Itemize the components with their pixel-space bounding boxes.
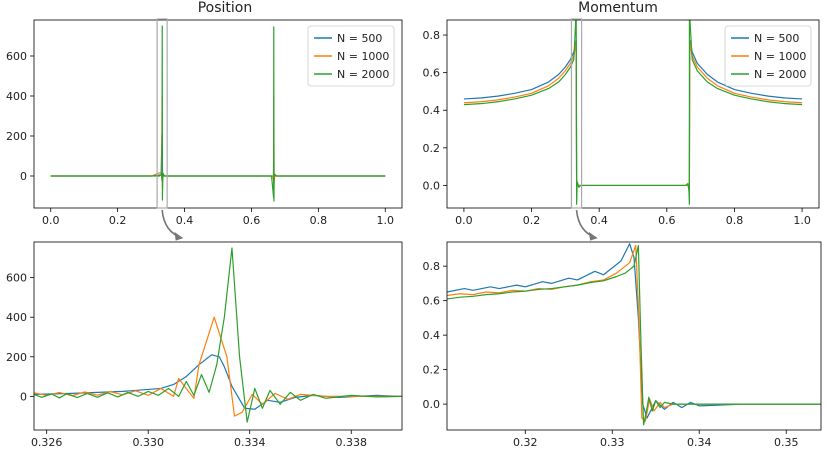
position-title: Position	[198, 0, 253, 16]
series-line-1000	[50, 95, 386, 189]
momentum-zoom-panel: 0.32 0.33 0.34 0.35 0.0 0.2 0.4 0.6 0.8	[423, 241, 822, 449]
y-tick-label: 0.8	[423, 260, 441, 273]
y-tick-label: 400	[6, 311, 27, 324]
x-tick-label: 0.35	[774, 436, 799, 449]
x-tick-label: 1.0	[377, 214, 395, 227]
series-line-500	[34, 354, 402, 410]
y-tick-label: 0.0	[423, 398, 441, 411]
x-tick-label: 0.8	[310, 214, 328, 227]
y-tick-label: 200	[6, 130, 27, 143]
legend-entry: N = 500	[337, 32, 382, 45]
x-tick-label: 0.326	[31, 436, 63, 449]
y-tick-label: 0.6	[423, 295, 441, 308]
x-tick-label: 0.334	[234, 436, 266, 449]
zoom-arrow-head	[588, 231, 598, 241]
x-tick-label: 0.338	[335, 436, 367, 449]
x-tick-label: 1.0	[793, 214, 811, 227]
axes-frame	[33, 19, 403, 209]
x-tick-label: 0.6	[243, 214, 261, 227]
series-line-2000	[34, 247, 402, 423]
legend: N = 500 N = 1000 N = 2000	[307, 25, 395, 87]
position-overview-panel: 0.0 0.2 0.4 0.6 0.8 1.0 0 200 400 600 N = 500 N = 1…	[6, 19, 403, 227]
x-tick-label: 0.0	[455, 214, 473, 227]
legend-entry: N = 2000	[337, 68, 389, 81]
x-tick-label: 0.2	[523, 214, 541, 227]
zoom-region-box	[156, 18, 168, 209]
axes-frame	[33, 241, 403, 431]
zoom-arrow-head	[174, 231, 184, 241]
y-tick-label: 0.4	[423, 329, 441, 342]
x-tick-label: 0.6	[658, 214, 676, 227]
x-tick-label: 0.0	[42, 214, 60, 227]
legend-entry: N = 2000	[754, 68, 806, 81]
series-line-2000	[463, 20, 803, 205]
y-tick-label: 0.4	[423, 104, 441, 117]
x-tick-label: 0.2	[109, 214, 127, 227]
legend-box	[724, 25, 812, 87]
y-tick-label: 0.2	[423, 142, 441, 155]
series-line-500	[50, 133, 386, 180]
y-tick-label: 0.8	[423, 29, 441, 42]
axes-frame	[446, 19, 820, 209]
legend-box	[307, 25, 395, 87]
y-tick-label: 600	[6, 272, 27, 285]
x-tick-label: 0.34	[687, 436, 712, 449]
series-line-1000	[447, 244, 821, 422]
momentum-title: Momentum	[578, 0, 658, 16]
series-line-2000	[447, 244, 821, 426]
x-tick-label: 0.33	[600, 436, 625, 449]
y-tick-label: 0.0	[423, 179, 441, 192]
legend-entry: N = 1000	[337, 50, 389, 63]
x-tick-label: 0.4	[176, 214, 194, 227]
legend-entry: N = 1000	[754, 50, 806, 63]
x-tick-label: 0.8	[726, 214, 744, 227]
position-zoom-panel: 0.326 0.330 0.334 0.338 0 200 400 600	[6, 241, 403, 449]
x-tick-label: 0.32	[513, 436, 538, 449]
y-tick-label: 0.2	[423, 364, 441, 377]
series-line-2000	[50, 25, 386, 202]
y-tick-label: 200	[6, 351, 27, 364]
x-tick-label: 0.330	[132, 436, 164, 449]
legend-entry: N = 500	[754, 32, 799, 45]
y-tick-label: 0.6	[423, 67, 441, 80]
y-tick-label: 0	[20, 170, 27, 183]
axes-frame	[446, 241, 822, 431]
zoom-region-box	[570, 18, 583, 209]
y-tick-label: 600	[6, 50, 27, 63]
series-line-1000	[34, 316, 402, 417]
y-tick-label: 400	[6, 90, 27, 103]
x-tick-label: 0.4	[590, 214, 608, 227]
momentum-overview-panel: 0.0 0.2 0.4 0.6 0.8 1.0 0.0 0.2 0.4 0.6 0.8 N = 500…	[423, 19, 820, 227]
legend: N = 500 N = 1000 N = 2000	[724, 25, 812, 87]
y-tick-label: 0	[20, 390, 27, 403]
series-line-500	[447, 243, 821, 419]
